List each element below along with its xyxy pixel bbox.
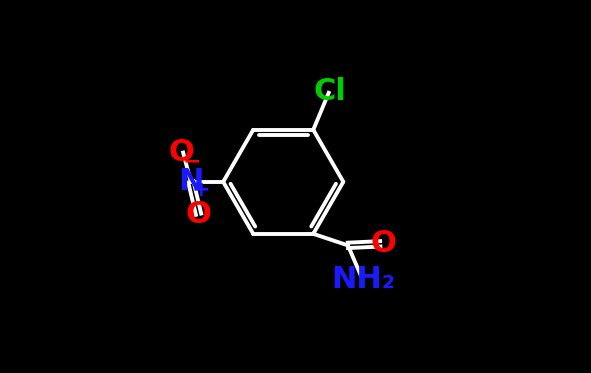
Text: O: O [168,138,194,167]
Text: NH₂: NH₂ [332,265,395,294]
Text: O: O [371,229,397,258]
Text: −: − [182,151,201,171]
Text: Cl: Cl [314,77,347,106]
Text: O: O [186,200,212,229]
Text: +: + [191,179,210,200]
Text: N: N [178,167,203,195]
